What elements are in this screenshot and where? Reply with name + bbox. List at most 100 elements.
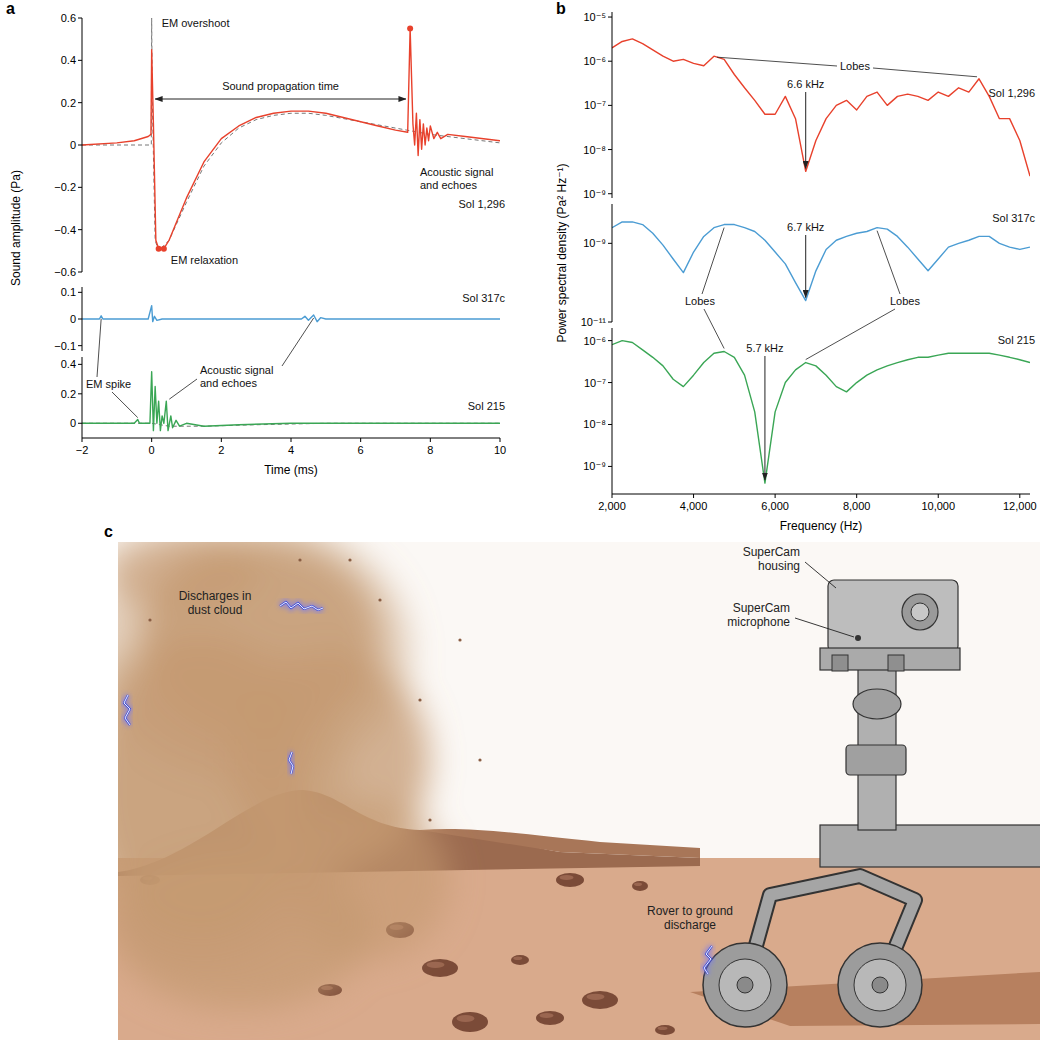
y-tick bbox=[608, 322, 612, 323]
y-tick bbox=[78, 319, 82, 320]
y-tick bbox=[608, 193, 612, 194]
y-tick-label: 10⁻⁹ bbox=[583, 188, 606, 200]
x-tick bbox=[151, 438, 152, 442]
y-tick-label: 0.6 bbox=[61, 12, 76, 24]
y-tick bbox=[78, 423, 82, 424]
panel-label: b bbox=[556, 0, 566, 17]
annotation: Acoustic signaland echoes bbox=[420, 166, 493, 191]
plot-area bbox=[612, 341, 1030, 483]
x-tick-label: 10,000 bbox=[921, 500, 955, 512]
dip-arrow bbox=[805, 92, 806, 168]
y-tick bbox=[78, 364, 82, 365]
dust-grain bbox=[378, 598, 381, 601]
y-tick-label: 10⁻⁹ bbox=[583, 237, 606, 249]
supercam-housing bbox=[828, 580, 958, 652]
rock-highlight bbox=[560, 875, 574, 880]
rock-highlight bbox=[634, 883, 642, 887]
mast-box bbox=[846, 745, 906, 775]
y-tick bbox=[608, 382, 612, 383]
rock-highlight bbox=[658, 1027, 668, 1031]
discharge-glow bbox=[124, 695, 130, 725]
x-tick-label: 6 bbox=[358, 444, 364, 456]
subplot-title: Sol 317c bbox=[462, 292, 505, 304]
rock-highlight bbox=[587, 994, 605, 1000]
data-point bbox=[156, 246, 162, 252]
dust-puff bbox=[118, 542, 260, 610]
y-tick-label: 10⁻⁸ bbox=[583, 144, 606, 156]
y-tick bbox=[608, 466, 612, 467]
leader-line bbox=[806, 309, 895, 360]
leader-line bbox=[873, 68, 977, 77]
x-tick bbox=[693, 494, 694, 498]
wheel-rim bbox=[719, 959, 771, 1011]
data-line bbox=[612, 341, 1030, 483]
plot-area bbox=[82, 18, 500, 252]
y-tick bbox=[608, 149, 612, 150]
x-tick bbox=[1019, 494, 1020, 498]
y-tick-label: 10⁻⁷ bbox=[584, 99, 606, 111]
y-tick bbox=[78, 272, 82, 273]
label-line: microphone bbox=[727, 615, 790, 629]
y-axis-line bbox=[82, 357, 83, 438]
x-tick-label: 4 bbox=[288, 444, 294, 456]
x-tick bbox=[612, 494, 613, 498]
rock bbox=[536, 1011, 564, 1025]
leader-line bbox=[112, 392, 138, 418]
annotation: Lobes bbox=[890, 295, 920, 307]
y-tick-label: 0.2 bbox=[61, 388, 76, 400]
rock-highlight bbox=[457, 1015, 475, 1022]
propagation-arrow bbox=[155, 99, 406, 100]
x-tick-label: 10 bbox=[494, 444, 506, 456]
figure: −0.6−0.4−0.200.20.40.6Sound amplitude (P… bbox=[0, 0, 1057, 1046]
discharge-glow bbox=[704, 946, 712, 974]
annotation: Lobes bbox=[840, 60, 870, 72]
label-line: Acoustic signal bbox=[200, 364, 273, 376]
rover bbox=[690, 580, 1040, 1027]
y-tick-label: 0 bbox=[70, 139, 76, 151]
discharge bbox=[280, 602, 323, 610]
rock bbox=[452, 1012, 488, 1032]
dust-grain bbox=[418, 698, 421, 701]
illustration-label: Discharges indust cloud bbox=[179, 589, 252, 617]
dust-grain bbox=[298, 558, 301, 561]
y-axis: 10⁻⁹10⁻⁸10⁻⁷10⁻⁶ bbox=[583, 328, 612, 494]
dip-arrow bbox=[764, 356, 765, 480]
x-tick-label: 4,000 bbox=[680, 500, 708, 512]
annotation: 5.7 kHz bbox=[746, 342, 783, 354]
subplot-title: Sol 215 bbox=[998, 334, 1035, 346]
wheel bbox=[838, 943, 922, 1027]
x-tick-label: −2 bbox=[76, 444, 89, 456]
y-tick bbox=[78, 393, 82, 394]
illustration-label: Rover to grounddischarge bbox=[647, 904, 733, 932]
plot-area bbox=[82, 306, 500, 322]
annotation: EM relaxation bbox=[171, 254, 238, 266]
camera-plate bbox=[820, 648, 960, 670]
y-tick bbox=[78, 292, 82, 293]
x-tick bbox=[856, 494, 857, 498]
x-tick-label: 2 bbox=[218, 444, 224, 456]
x-axis-title: Time (ms) bbox=[264, 463, 318, 477]
data-line bbox=[82, 372, 500, 431]
leader-line bbox=[795, 618, 854, 637]
label-line: discharge bbox=[664, 918, 716, 932]
y-axis: −0.6−0.4−0.200.20.40.6 bbox=[54, 12, 82, 278]
y-tick-label: 10⁻⁵ bbox=[583, 11, 606, 23]
illustration-label: SuperCamhousing bbox=[743, 545, 800, 573]
label-line: Rover to ground bbox=[647, 904, 733, 918]
y-tick-label: −0.4 bbox=[54, 224, 76, 236]
lens bbox=[902, 594, 938, 630]
wheel-rim bbox=[854, 959, 906, 1011]
leader-line bbox=[805, 562, 836, 588]
y-tick bbox=[608, 105, 612, 106]
y-axis-title: Sound amplitude (Pa) bbox=[9, 170, 23, 286]
y-tick-label: 0 bbox=[70, 417, 76, 429]
y-tick bbox=[608, 243, 612, 244]
y-tick bbox=[78, 145, 82, 146]
x-tick bbox=[221, 438, 222, 442]
y-axis: 00.20.4 bbox=[61, 357, 82, 438]
x-tick bbox=[430, 438, 431, 442]
x-tick bbox=[775, 494, 776, 498]
label-line: housing bbox=[758, 559, 800, 573]
y-tick-label: 0.2 bbox=[61, 97, 76, 109]
camera-window bbox=[888, 655, 904, 671]
